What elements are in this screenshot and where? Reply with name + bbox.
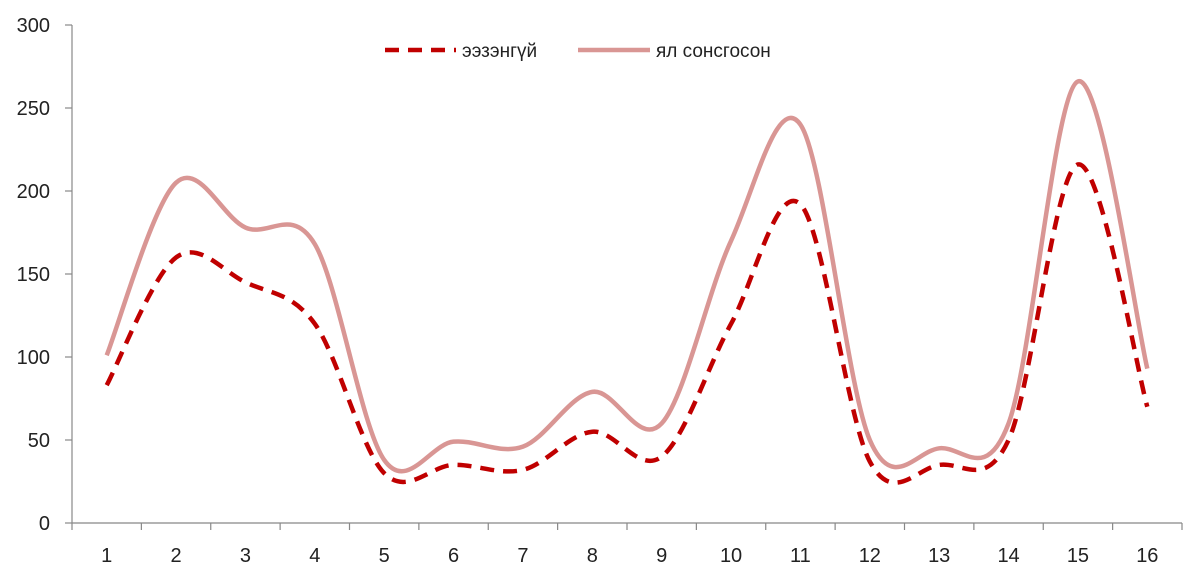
data-point [729,239,733,243]
x-tick-label: 3 [240,545,251,567]
y-tick-label: 250 [17,98,50,120]
data-point [590,430,594,434]
data-point [105,383,109,387]
data-point [382,458,386,462]
data-point [798,123,802,127]
x-tick-label: 9 [656,545,667,567]
data-point [243,280,247,284]
series-line-1 [104,162,1150,485]
x-tick-label: 13 [928,545,950,567]
data-point [174,181,178,185]
data-point [105,353,109,357]
legend: ээзэнгүй ял сонсгосон [385,41,771,62]
x-tick-label: 6 [448,545,459,567]
x-tick-label: 16 [1136,545,1158,567]
data-point [798,202,802,206]
x-tick-label: 14 [997,545,1019,567]
data-point [1076,79,1080,83]
data-point [313,242,317,246]
data-point [660,455,664,459]
data-point [313,322,317,326]
x-tick-label: 8 [587,545,598,567]
data-point [937,446,941,450]
y-axis-ticks: 0 50 100 150 200 250 300 [17,15,72,535]
data-point [382,471,386,475]
y-tick-label: 200 [17,181,50,203]
data-point [590,390,594,394]
data-point [243,226,247,230]
data-point [1076,162,1080,166]
data-point [868,460,872,464]
data-point [729,322,733,326]
data-point [937,463,941,467]
data-point [868,438,872,442]
x-tick-label: 5 [379,545,390,567]
legend-label-2: ял сонсгосон [656,41,771,62]
y-tick-label: 100 [17,347,50,369]
legend-label-1: ээзэнгүй [462,41,537,62]
data-point [521,445,525,449]
data-point [174,255,178,259]
data-point [452,463,456,467]
data-point [660,421,664,425]
data-point [1007,421,1011,425]
x-tick-label: 11 [790,545,811,567]
data-point [452,440,456,444]
y-tick-label: 300 [17,15,50,37]
x-tick-label: 10 [720,545,742,567]
x-tick-label: 2 [171,545,182,567]
x-tick-label: 12 [859,545,881,567]
x-tick-label: 1 [101,545,112,567]
x-tick-label: 7 [517,545,528,567]
y-tick-label: 150 [17,264,50,286]
data-point [521,468,525,472]
data-point [1145,405,1149,409]
y-tick-label: 50 [28,430,50,452]
series-layer [104,79,1150,485]
x-tick-label: 15 [1067,545,1089,567]
data-point [1007,438,1011,442]
x-axis-ticks: 1 2 3 4 5 6 7 8 9 10 11 12 13 14 15 16 [71,523,1183,567]
x-tick-label: 4 [309,545,320,567]
data-point [1145,367,1149,371]
y-tick-label: 0 [39,513,50,535]
series-line-2 [104,79,1150,474]
